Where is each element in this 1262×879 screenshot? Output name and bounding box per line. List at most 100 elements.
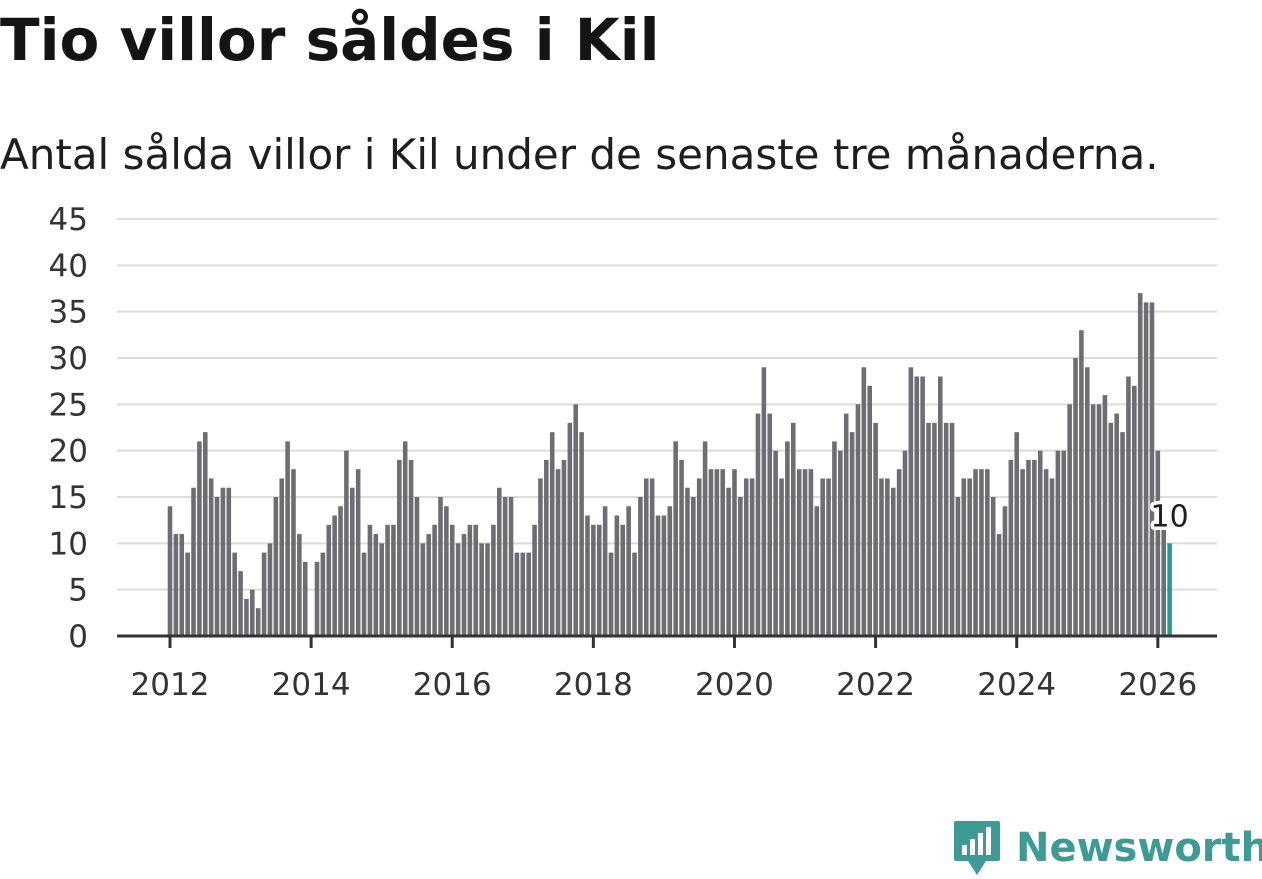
bar xyxy=(826,478,831,636)
bar xyxy=(643,478,649,636)
bar xyxy=(255,608,261,636)
bar xyxy=(485,543,490,636)
bar xyxy=(726,487,731,636)
bar xyxy=(649,478,655,636)
bar xyxy=(932,422,937,636)
bar xyxy=(544,459,549,636)
bar xyxy=(279,478,285,636)
bar xyxy=(202,432,208,636)
bar xyxy=(432,524,437,636)
bar xyxy=(908,367,914,636)
bar xyxy=(179,534,185,636)
bar xyxy=(426,534,432,636)
chart-title: Tio villor såldes i Kil xyxy=(0,6,660,74)
bar xyxy=(1055,450,1061,636)
bar xyxy=(867,385,873,636)
bar xyxy=(596,524,602,636)
x-tick-label: 2022 xyxy=(836,667,915,703)
bar xyxy=(502,497,508,636)
bar xyxy=(785,441,790,636)
bar xyxy=(714,469,720,636)
bar xyxy=(1114,413,1119,636)
bar xyxy=(526,552,531,636)
bar xyxy=(1149,302,1155,636)
bar xyxy=(896,469,902,636)
bar xyxy=(420,543,426,636)
bar xyxy=(491,524,496,636)
y-tick-label: 10 xyxy=(49,526,88,562)
bar xyxy=(379,543,384,636)
bar xyxy=(338,506,343,636)
bar xyxy=(667,506,673,636)
bar xyxy=(538,478,543,636)
bar xyxy=(320,552,326,636)
bar xyxy=(302,561,308,636)
bar xyxy=(738,497,743,636)
bar xyxy=(820,478,825,636)
bar xyxy=(1102,395,1108,636)
bar xyxy=(397,459,402,636)
y-tick-label: 25 xyxy=(49,387,88,423)
newsworthy-logo[interactable]: Newsworthy xyxy=(952,820,1262,876)
x-tick-label: 2012 xyxy=(131,667,210,703)
bar xyxy=(391,524,396,636)
bar xyxy=(549,432,555,636)
bar xyxy=(743,478,749,636)
bar xyxy=(861,367,867,636)
bar xyxy=(402,441,408,636)
bar xyxy=(873,422,878,636)
bar xyxy=(373,534,379,636)
bar xyxy=(779,478,784,636)
bar xyxy=(191,487,196,636)
last-value-label: 10 xyxy=(1151,499,1189,534)
bar xyxy=(1126,376,1131,636)
bar xyxy=(708,469,714,636)
annotations: 10 xyxy=(1147,496,1192,538)
bar xyxy=(955,497,961,636)
bar xyxy=(555,469,561,636)
bar xyxy=(1002,506,1008,636)
bar xyxy=(414,497,420,636)
y-tick-label: 0 xyxy=(68,619,88,655)
bar xyxy=(297,534,302,636)
bar xyxy=(167,506,173,636)
bar xyxy=(567,422,573,636)
bar xyxy=(438,497,443,636)
y-tick-label: 30 xyxy=(49,341,88,377)
bar xyxy=(1032,459,1037,636)
bar xyxy=(914,376,920,636)
bar xyxy=(890,487,896,636)
bar xyxy=(238,571,243,636)
bar xyxy=(467,524,473,636)
brand-name: Newsworthy xyxy=(1016,825,1262,871)
bar xyxy=(479,543,484,636)
bar xyxy=(291,469,296,636)
x-tick-label: 2026 xyxy=(1118,667,1197,703)
x-tick-label: 2024 xyxy=(977,667,1056,703)
bar xyxy=(1155,450,1161,636)
bar xyxy=(790,422,796,636)
y-axis: 0 5 10 15 20 25 30 35 40 45 xyxy=(49,202,88,655)
bar xyxy=(332,515,337,636)
bar xyxy=(1020,469,1025,636)
bar xyxy=(285,441,290,636)
x-tick-label: 2014 xyxy=(272,667,351,703)
bar xyxy=(385,524,390,636)
bar xyxy=(314,561,320,636)
bar xyxy=(696,478,702,636)
bar xyxy=(1067,404,1072,636)
bar xyxy=(1043,469,1049,636)
bar xyxy=(1120,432,1125,636)
bar xyxy=(626,506,631,636)
bar xyxy=(449,524,455,636)
bar xyxy=(796,469,802,636)
bar xyxy=(926,422,931,636)
bar xyxy=(620,524,626,636)
bar xyxy=(349,487,355,636)
bar xyxy=(367,524,373,636)
bar xyxy=(814,506,820,636)
bar xyxy=(979,469,984,636)
bar xyxy=(614,515,620,636)
x-axis: 2012 2014 2016 2018 2020 2022 2024 2026 xyxy=(117,634,1217,703)
bar xyxy=(1014,432,1020,636)
